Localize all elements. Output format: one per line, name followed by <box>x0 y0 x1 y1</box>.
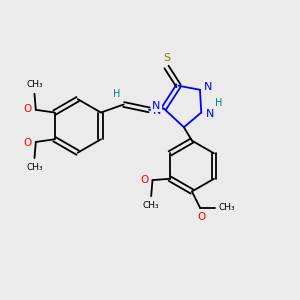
Text: O: O <box>24 104 32 114</box>
Text: CH₃: CH₃ <box>218 203 235 212</box>
Text: CH₃: CH₃ <box>143 201 160 210</box>
Text: H: H <box>215 98 222 108</box>
Text: H: H <box>113 89 121 99</box>
Text: CH₃: CH₃ <box>26 80 43 89</box>
Text: O: O <box>197 212 206 222</box>
Text: O: O <box>140 175 148 185</box>
Text: N: N <box>204 82 212 92</box>
Text: N: N <box>152 101 160 111</box>
Text: S: S <box>163 53 170 64</box>
Text: N: N <box>152 106 161 116</box>
Text: N: N <box>206 109 214 119</box>
Text: CH₃: CH₃ <box>26 163 43 172</box>
Text: O: O <box>24 137 32 148</box>
